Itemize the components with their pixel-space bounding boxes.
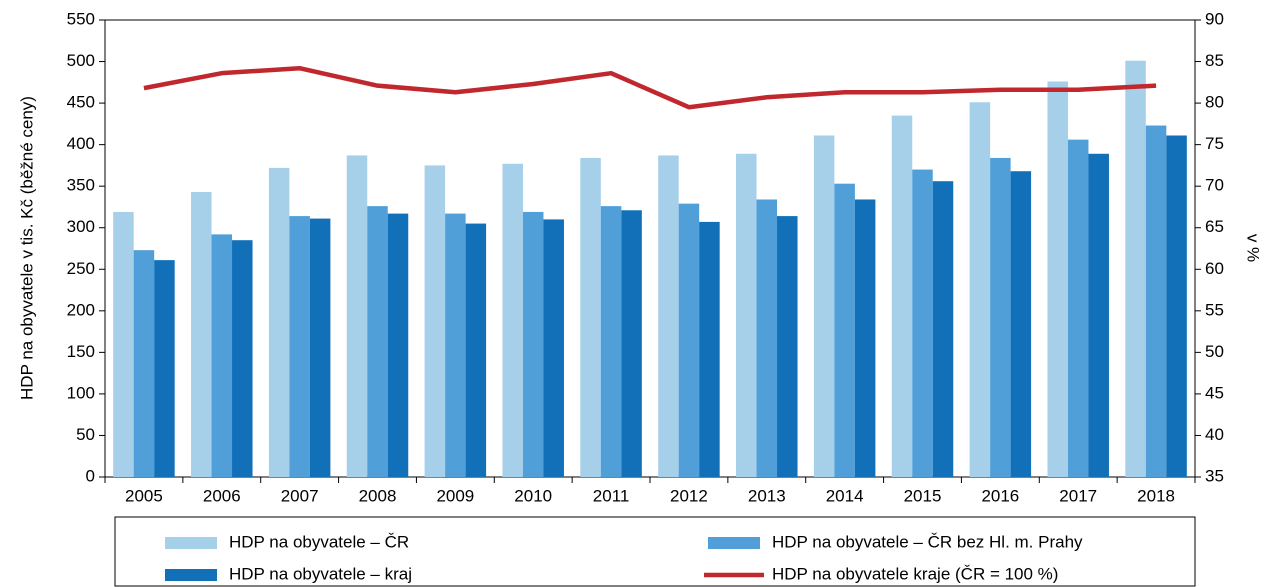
bar [756,199,778,477]
bar [232,240,253,477]
bar [346,155,368,478]
legend-label: HDP na obyvatele – ČR bez Hl. m. Prahy [772,532,1083,551]
y2-tick-label: 50 [1205,342,1224,361]
bar [191,191,212,478]
bar [268,167,290,477]
bar [834,183,855,477]
x-tick-label: 2006 [203,486,241,505]
y2-tick-label: 40 [1205,425,1224,444]
bar [658,155,679,478]
y-tick-label: 200 [67,300,95,319]
bar [445,213,466,478]
bar [1166,135,1187,477]
y-axis-label: HDP na obyvatele v tis. Kč (běžné ceny) [17,96,36,400]
legend-label: HDP na obyvatele kraje (ČR = 100 %) [772,564,1058,583]
legend-box [114,516,1196,587]
bar [543,219,564,477]
x-tick-label: 2011 [593,486,630,505]
bar [990,157,1011,477]
x-tick-label: 2018 [1137,486,1175,505]
y2-axis-label: v % [1244,234,1263,262]
x-tick-label: 2009 [436,486,474,505]
y-tick-label: 500 [67,51,95,70]
bar [465,223,487,477]
legend-swatch [165,569,217,581]
y-tick-label: 350 [67,176,95,195]
bar [854,199,876,477]
y-tick-label: 250 [67,259,95,278]
bar [580,157,601,477]
x-tick-label: 2010 [514,486,552,505]
bar [1125,60,1146,478]
y2-tick-label: 45 [1205,383,1224,402]
bar [969,102,991,477]
y-tick-label: 300 [67,217,95,236]
y-tick-label: 50 [76,425,95,444]
x-tick-label: 2013 [748,486,786,505]
y2-tick-label: 35 [1205,466,1224,485]
y2-tick-label: 60 [1205,259,1224,278]
bar [813,135,835,477]
legend-swatch [165,537,217,549]
bar [502,163,523,478]
y2-tick-label: 70 [1205,176,1224,195]
bar [932,181,954,478]
y2-tick-label: 75 [1205,134,1224,153]
bar [387,213,409,478]
line-series [143,65,1157,110]
x-tick-label: 2012 [670,486,708,505]
y-tick-label: 100 [67,383,95,402]
bar [289,216,310,477]
bar [1145,125,1167,477]
x-tick-label: 2005 [125,486,163,505]
bar [891,115,913,478]
legend-label: HDP na obyvatele – kraj [229,564,412,583]
y-tick-label: 400 [67,134,95,153]
y2-tick-label: 65 [1205,217,1224,236]
bar [912,169,933,477]
legend-label: HDP na obyvatele – ČR [229,532,409,551]
bar [133,250,155,477]
bar [777,216,798,477]
y-tick-label: 550 [67,9,95,28]
legend-swatch [708,537,760,549]
y2-tick-label: 55 [1205,300,1224,319]
bar [699,221,720,477]
bar [522,211,544,477]
bar [309,218,331,477]
bar [736,153,757,477]
bar [1088,153,1109,477]
bar [600,206,622,477]
x-tick-label: 2016 [981,486,1019,505]
y-tick-label: 150 [67,342,95,361]
bar [424,165,446,477]
y-tick-label: 0 [86,466,95,485]
bar [621,210,642,477]
bar [678,203,700,477]
y2-tick-label: 90 [1205,9,1224,28]
bar [154,260,175,477]
bar [1010,171,1032,477]
bar [113,211,134,477]
y2-tick-label: 80 [1205,93,1224,112]
bar [211,234,233,477]
bar [1067,139,1089,477]
x-tick-label: 2017 [1059,486,1097,505]
y-tick-label: 450 [67,93,95,112]
x-tick-label: 2007 [281,486,319,505]
x-tick-label: 2014 [826,486,864,505]
x-tick-label: 2015 [904,486,942,505]
bar [1047,81,1068,477]
bar [367,206,388,477]
x-tick-label: 2008 [359,486,397,505]
y2-tick-label: 85 [1205,51,1224,70]
